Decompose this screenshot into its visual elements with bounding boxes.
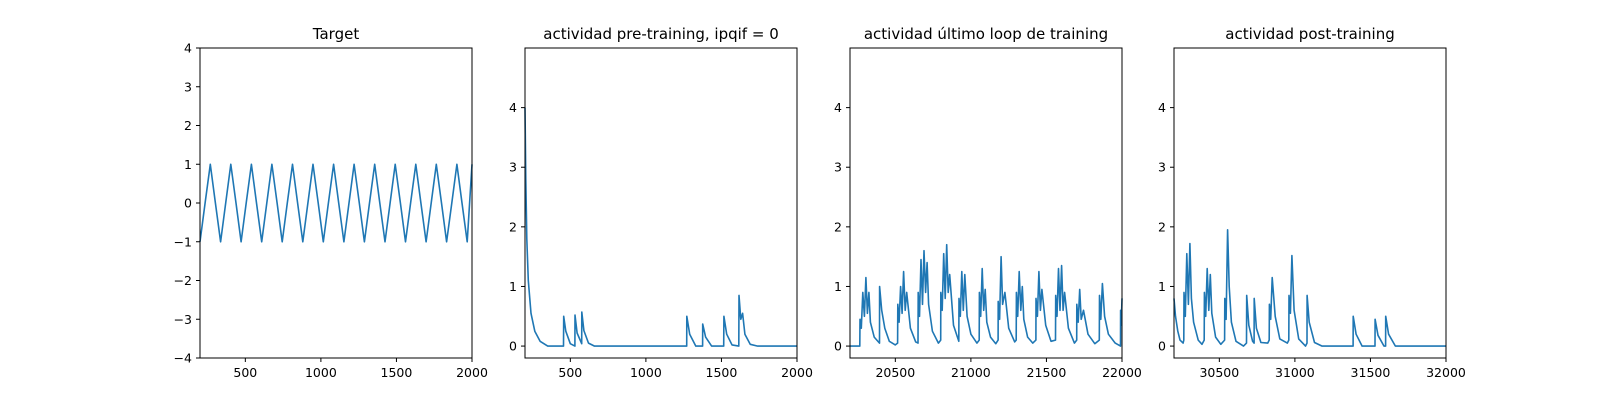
x-tick-label: 1000 (305, 365, 337, 380)
x-tick-label: 1000 (630, 365, 662, 380)
chart-title: actividad pre-training, ipqif = 0 (543, 25, 779, 43)
y-tick-label: 3 (509, 160, 517, 175)
series-line-3-1 (850, 243, 1123, 347)
y-tick-label: 4 (1158, 100, 1166, 115)
y-tick-label: 1 (834, 279, 842, 294)
axes-frame (524, 47, 798, 359)
y-tick-label: 3 (184, 79, 192, 94)
series-line-1-1 (199, 163, 473, 243)
y-tick-label: 1 (1158, 279, 1166, 294)
y-tick-label: 4 (509, 100, 517, 115)
y-tick-label: −4 (174, 351, 192, 366)
y-tick-label: 3 (1158, 160, 1166, 175)
y-tick-label: 4 (834, 100, 842, 115)
y-tick-label: 0 (509, 339, 517, 354)
y-tick-label: 2 (509, 219, 517, 234)
x-tick-label: 21500 (1027, 365, 1067, 380)
chart-panel-2: actividad pre-training, ipqif = 0 500 1000… (509, 25, 813, 380)
series-line-2-1 (524, 107, 797, 347)
x-tick-label: 22000 (1102, 365, 1142, 380)
y-tick-label: 2 (1158, 219, 1166, 234)
x-tick-label: 1500 (381, 365, 413, 380)
x-tick-label: 2000 (456, 365, 488, 380)
x-tick-label: 21000 (951, 365, 991, 380)
y-tick-label: 0 (834, 339, 842, 354)
y-tick-label: 3 (834, 160, 842, 175)
y-tick-label: 1 (509, 279, 517, 294)
x-tick-label: 1500 (706, 365, 738, 380)
x-tick-label: 2000 (781, 365, 813, 380)
y-tick-label: −2 (174, 273, 192, 288)
x-tick-label: 30500 (1199, 365, 1239, 380)
axes-frame (849, 47, 1123, 359)
y-tick-label: 0 (184, 196, 192, 211)
x-tick-label: 31500 (1351, 365, 1391, 380)
series-line-4-1 (1173, 229, 1446, 347)
y-tick-label: −3 (174, 312, 192, 327)
chart-title: Target (312, 25, 360, 43)
axes-frame (1173, 47, 1447, 359)
y-tick-label: 4 (184, 41, 192, 56)
y-tick-label: 1 (184, 157, 192, 172)
y-tick-label: 0 (1158, 339, 1166, 354)
x-tick-label: 20500 (875, 365, 915, 380)
x-tick-label: 31000 (1275, 365, 1315, 380)
x-tick-label: 32000 (1426, 365, 1466, 380)
x-tick-label: 500 (233, 365, 257, 380)
chart-title: actividad post-training (1225, 25, 1394, 43)
y-tick-label: −1 (174, 234, 192, 249)
y-tick-label: 2 (834, 219, 842, 234)
chart-panel-1: Target 500 1000 1500 2000 −4 −3 −2 −1 0 1 2 3 4 (174, 25, 488, 380)
y-tick-label: 2 (184, 118, 192, 133)
x-tick-label: 500 (558, 365, 582, 380)
chart-title: actividad último loop de training (864, 25, 1108, 43)
